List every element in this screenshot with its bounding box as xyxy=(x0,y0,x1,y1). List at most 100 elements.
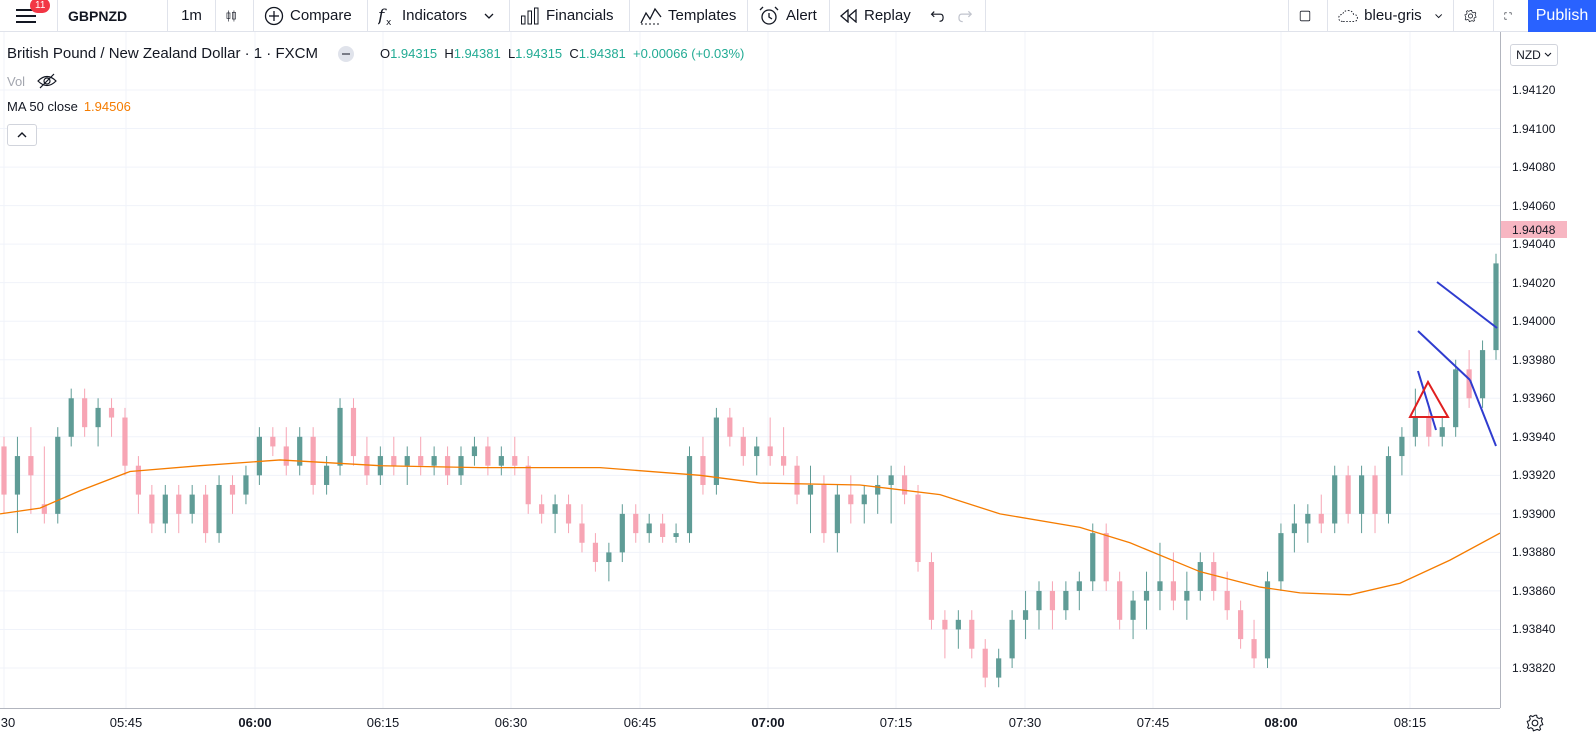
price-label: 1.94060 xyxy=(1512,198,1556,213)
price-label: 1.94020 xyxy=(1512,275,1556,290)
ma-indicator-legend[interactable]: MA 50 close 1.94506 xyxy=(7,99,131,114)
volume-indicator-legend[interactable]: Vol xyxy=(7,73,57,89)
candle-body xyxy=(283,446,289,466)
notification-badge: 11 xyxy=(30,0,51,13)
candle-body xyxy=(135,465,142,495)
undo-button[interactable] xyxy=(924,0,954,31)
candle-body xyxy=(915,494,921,563)
candle-body xyxy=(1157,581,1163,591)
gear-icon xyxy=(1464,9,1477,22)
financials-button[interactable]: Financials xyxy=(510,0,630,31)
price-chart[interactable] xyxy=(0,32,1500,708)
candle-body xyxy=(606,552,612,563)
candle-body xyxy=(458,456,464,476)
layout-button[interactable]: bleu-gris xyxy=(1328,0,1454,31)
candle-body xyxy=(1009,619,1015,659)
main-menu-button[interactable]: 11 xyxy=(0,0,58,31)
candle-body xyxy=(821,484,827,534)
candle-body xyxy=(14,456,21,495)
candle-body xyxy=(794,465,800,495)
svg-text:x: x xyxy=(386,18,392,26)
chevron-down-icon xyxy=(484,13,494,19)
candle-body xyxy=(1291,523,1297,534)
time-axis[interactable] xyxy=(0,708,1500,754)
time-label: 08:15 xyxy=(1393,715,1427,730)
candle-body xyxy=(1358,475,1365,514)
trendline xyxy=(1469,379,1497,447)
candle-body xyxy=(848,494,854,505)
compare-button[interactable]: Compare xyxy=(254,0,368,31)
candle-body xyxy=(1063,590,1069,611)
candle-body xyxy=(807,484,814,495)
candle-body xyxy=(942,619,948,630)
candle-body xyxy=(471,446,478,457)
candle-body xyxy=(498,456,504,466)
candle-body xyxy=(189,494,195,514)
candle-body xyxy=(1264,581,1271,659)
candle-body xyxy=(700,456,706,485)
eye-off-icon[interactable] xyxy=(37,73,57,89)
candle-body xyxy=(1076,581,1082,591)
symbol-title[interactable]: British Pound / New Zealand Dollar · 1 ·… xyxy=(7,45,318,62)
candle-body xyxy=(431,456,437,466)
currency-selector[interactable]: NZD xyxy=(1510,44,1558,66)
candle-body xyxy=(619,513,625,553)
candle-body xyxy=(901,475,908,495)
price-label: 1.94120 xyxy=(1512,83,1556,97)
candle-body xyxy=(1130,600,1136,620)
candle-body xyxy=(539,504,545,514)
timeframe-button[interactable]: 1m xyxy=(168,0,216,31)
last-price-tag: 1.94048 xyxy=(1501,221,1567,238)
change-value: +0.00066 (+0.03%) xyxy=(633,46,745,61)
publish-button[interactable]: Publish xyxy=(1528,0,1596,32)
candle-body xyxy=(1345,475,1351,514)
candle-body xyxy=(1238,610,1244,640)
candle-body xyxy=(391,456,397,466)
currency-label: NZD xyxy=(1516,48,1541,62)
volume-label: Vol xyxy=(7,73,26,89)
candle-body xyxy=(982,648,988,678)
time-label: 05:45 xyxy=(109,715,143,730)
hide-symbol-button[interactable] xyxy=(337,45,354,62)
candle-body xyxy=(1426,417,1432,437)
ma-line xyxy=(0,459,1500,596)
fullscreen-select-button[interactable] xyxy=(1288,0,1328,31)
candle-body xyxy=(969,619,975,649)
candle-body xyxy=(256,436,262,476)
candle-body xyxy=(1466,369,1472,399)
price-label: 1.94040 xyxy=(1512,237,1556,252)
gear-icon[interactable] xyxy=(1526,714,1544,732)
price-label: 1.93960 xyxy=(1512,391,1556,406)
bar-chart-icon xyxy=(521,7,539,24)
candle-body xyxy=(1170,581,1177,601)
candle-body xyxy=(1318,513,1324,524)
alarm-clock-icon xyxy=(759,6,779,25)
trendline xyxy=(1417,370,1437,431)
time-label: 06:30 xyxy=(494,715,528,730)
candle-body xyxy=(592,542,599,563)
settings-button[interactable] xyxy=(1454,0,1494,31)
price-label: 1.93860 xyxy=(1512,583,1556,598)
svg-text:f: f xyxy=(378,6,387,26)
redo-button[interactable] xyxy=(954,0,986,31)
collapse-legend-button[interactable] xyxy=(7,124,37,146)
symbol-search-button[interactable]: GBPNZD xyxy=(58,0,168,31)
alert-button[interactable]: Alert xyxy=(748,0,830,31)
candle-body xyxy=(418,456,424,466)
chart-type-button[interactable] xyxy=(216,0,254,31)
templates-button[interactable]: Templates xyxy=(630,0,748,31)
time-label: 07:45 xyxy=(1136,715,1170,730)
fullscreen-button[interactable] xyxy=(1494,0,1528,31)
candle-body xyxy=(1493,263,1499,351)
ma-label: MA 50 close xyxy=(7,99,78,114)
close-value: 1.94381 xyxy=(578,46,626,61)
replay-button[interactable]: Replay xyxy=(830,0,924,31)
time-label: 06:00 xyxy=(238,715,272,730)
price-axis[interactable] xyxy=(1500,32,1596,708)
candle-body xyxy=(444,456,451,476)
cloud-icon xyxy=(1338,9,1358,22)
price-label: 1.93820 xyxy=(1512,661,1556,675)
price-label: 1.93920 xyxy=(1512,468,1556,483)
